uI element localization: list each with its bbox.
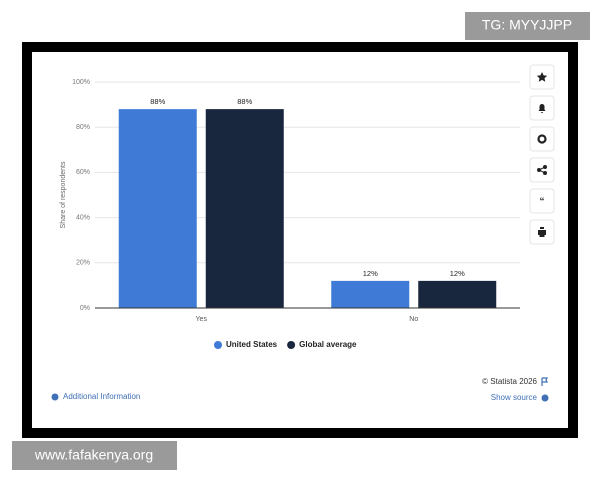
legend-label: United States: [226, 340, 278, 349]
star-icon: [536, 72, 548, 82]
bar: [118, 109, 197, 309]
y-tick-label: 60%: [76, 169, 90, 176]
value-label: 12%: [450, 269, 465, 278]
y-tick-label: 0%: [80, 305, 90, 312]
watermark-box: [12, 441, 177, 470]
watermark: www.fafakenya.org: [34, 447, 153, 463]
bar: [418, 280, 497, 308]
y-axis-label: Share of respondents: [60, 161, 67, 228]
bar: [205, 109, 284, 309]
bell-icon: [538, 104, 546, 113]
share-button[interactable]: [529, 157, 555, 183]
additional-info-link[interactable]: Additional Information: [63, 392, 140, 401]
x-tick-label: Yes: [196, 316, 208, 323]
source-icon: [541, 394, 549, 402]
y-tick-label: 80%: [76, 124, 90, 131]
x-tick-label: No: [409, 316, 418, 323]
value-label: 88%: [150, 97, 165, 106]
legend-marker: [214, 341, 222, 349]
bar: [331, 280, 410, 308]
value-label: 12%: [363, 269, 378, 278]
value-label: 88%: [237, 97, 252, 106]
settings-button[interactable]: [529, 126, 555, 152]
show-source-link[interactable]: Show source: [491, 393, 538, 402]
gear-icon: [537, 134, 547, 144]
copyright: © Statista 2026: [482, 377, 537, 386]
toolbar: “: [529, 64, 555, 245]
quote-icon: “: [540, 197, 545, 208]
share-icon: [537, 165, 547, 175]
y-tick-label: 40%: [76, 214, 90, 221]
y-tick-label: 100%: [72, 79, 90, 86]
info-icon: [51, 393, 59, 401]
print-icon: [538, 227, 546, 237]
watermark-box: [465, 12, 590, 40]
flag-icon: [541, 377, 548, 386]
y-tick-label: 20%: [76, 260, 90, 267]
legend-label: Global average: [299, 340, 357, 349]
watermark: TG: MYYJJPP: [482, 17, 572, 33]
legend-marker: [287, 341, 296, 349]
cite-button[interactable]: [529, 188, 555, 214]
panel: [32, 52, 568, 428]
